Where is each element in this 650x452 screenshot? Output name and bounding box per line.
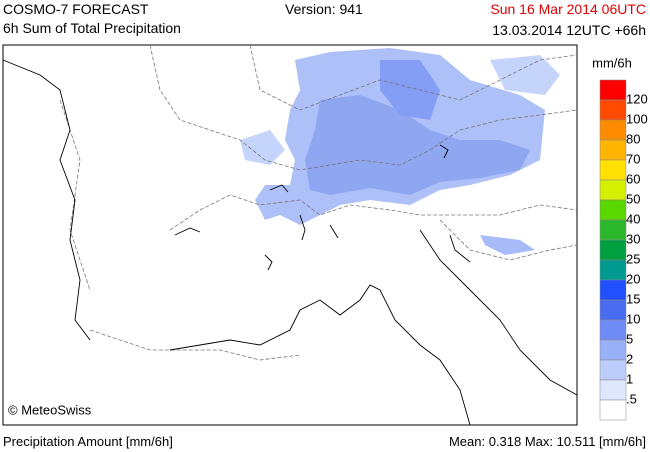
legend-swatch [599,259,627,281]
legend-label: .5 [626,391,637,406]
legend-unit: mm/6h [592,55,632,70]
legend-swatch [599,159,627,181]
legend-label: 120 [626,91,648,106]
legend-swatch [599,119,627,141]
valid-time: Sun 16 Mar 2014 06UTC [490,1,646,17]
legend-swatch [599,239,627,261]
legend-swatch [599,319,627,341]
legend-label: 60 [626,171,640,186]
legend-swatch [599,379,627,401]
legend-swatch [599,279,627,301]
model-title: COSMO-7 FORECAST [3,1,149,17]
legend-label: 40 [626,211,640,226]
lakes [174,144,449,271]
legend-swatch [599,199,627,221]
legend-label: 15 [626,291,640,306]
legend-label: 20 [626,271,640,286]
legend-swatch [599,399,627,421]
product-title: 6h Sum of Total Precipitation [3,20,181,36]
legend-swatch [599,219,627,241]
legend-label: 2 [626,351,633,366]
legend-swatch [599,79,627,101]
footer-left: Precipitation Amount [mm/6h] [3,434,173,449]
legend-swatch [599,99,627,121]
run-time: 13.03.2014 12UTC +66h [492,22,646,38]
version: Version: 941 [285,1,363,17]
legend-label: 1 [626,371,633,386]
legend-label: 100 [626,111,648,126]
legend-label: 30 [626,231,640,246]
map-frame [2,44,578,426]
legend-swatch [599,359,627,381]
legend-label: 80 [626,131,640,146]
legend-swatch [599,179,627,201]
legend-swatch [599,139,627,161]
legend-label: 5 [626,331,633,346]
copyright: © MeteoSwiss [8,402,92,417]
legend-label: 25 [626,251,640,266]
legend-label: 10 [626,311,640,326]
legend-label: 50 [626,191,640,206]
coastlines [2,59,578,426]
footer-right: Mean: 0.318 Max: 10.511 [mm/6h] [448,434,646,449]
precip-areas [240,48,560,255]
legend-label: 70 [626,151,640,166]
legend: 120 100 80 70 60 50 40 30 25 20 15 10 5 2 1 .5 [599,79,648,421]
legend-swatch [599,299,627,321]
legend-swatch [599,339,627,361]
